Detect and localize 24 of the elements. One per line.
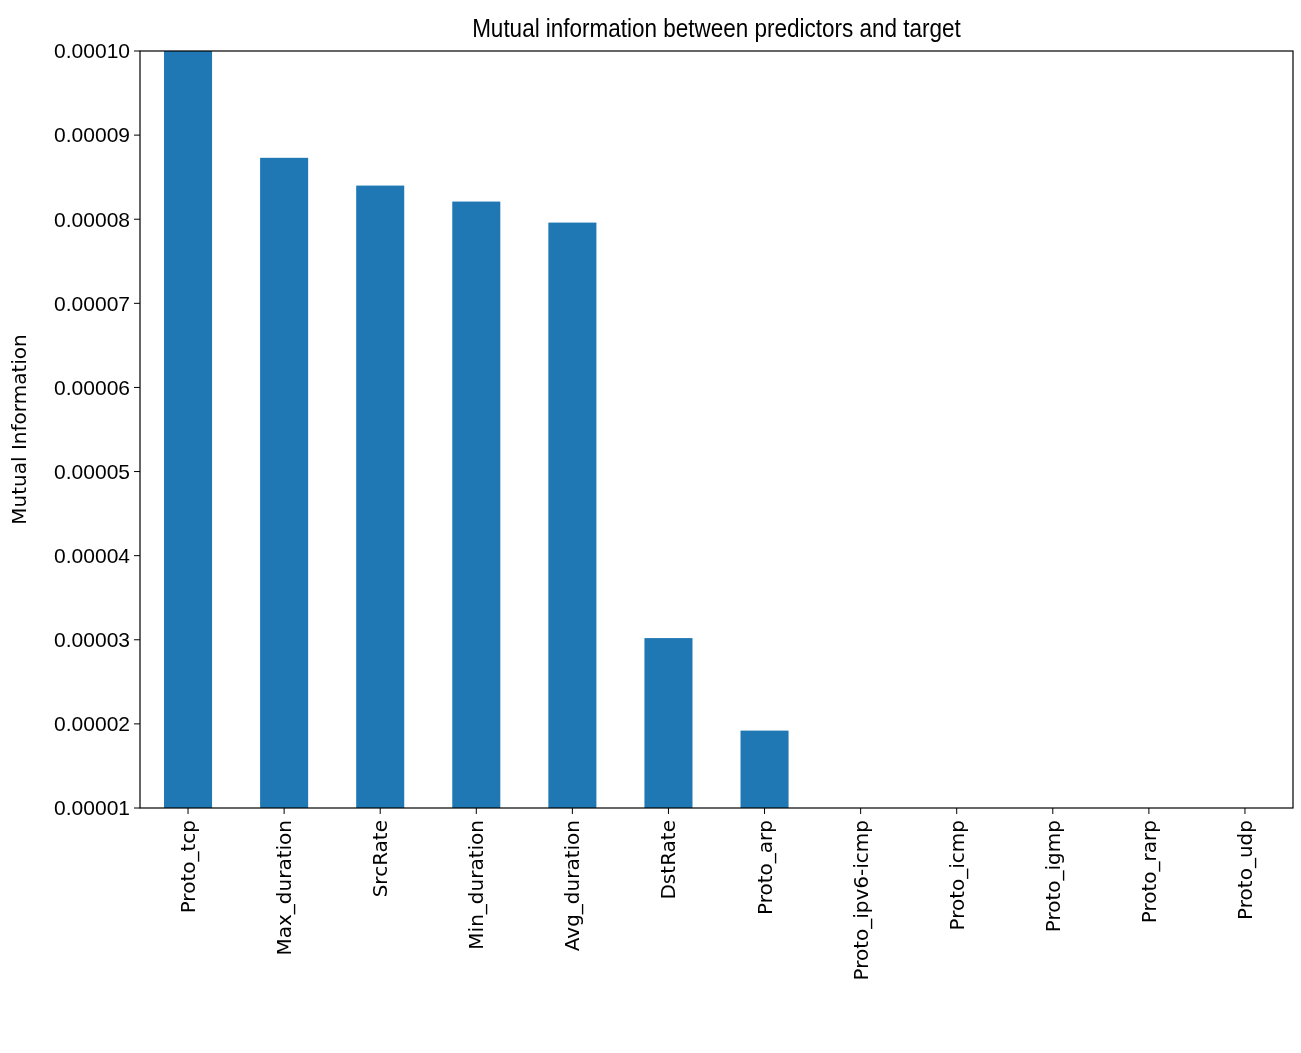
y-tick-label: 0.00004 [54,544,131,568]
x-tick-label: Max_duration [272,820,297,956]
x-tick-label: DstRate [656,820,681,900]
chart-title: Mutual information between predictors and target [472,13,962,43]
x-tick-label: Avg_duration [560,820,585,952]
x-tick-label: Proto_igmp [1040,820,1065,933]
y-tick-label: 0.00009 [54,123,130,147]
x-tick-label: Min_duration [464,820,489,950]
y-tick-label: 0.00008 [54,207,130,231]
y-tick-label: 0.00005 [54,459,130,483]
x-tick-label: Proto_arp [752,820,777,915]
x-tick-label: Proto_ipv6-icmp [848,820,873,981]
y-tick-label: 0.00001 [54,796,130,820]
x-tick-label: Proto_icmp [944,820,969,931]
y-tick-label: 0.00010 [54,39,130,63]
x-tick-label: Proto_rarp [1136,820,1161,924]
y-tick-label: 0.00006 [54,375,130,399]
x-tick-label: Proto_tcp [176,820,201,914]
y-tick-label: 0.00007 [54,291,130,315]
y-axis-title: Mutual Information [7,334,31,525]
y-tick-label: 0.00002 [54,712,130,736]
x-tick-label: SrcRate [368,820,393,898]
y-tick-label: 0.00003 [54,628,130,652]
x-tick-label: Proto_udp [1232,820,1257,920]
